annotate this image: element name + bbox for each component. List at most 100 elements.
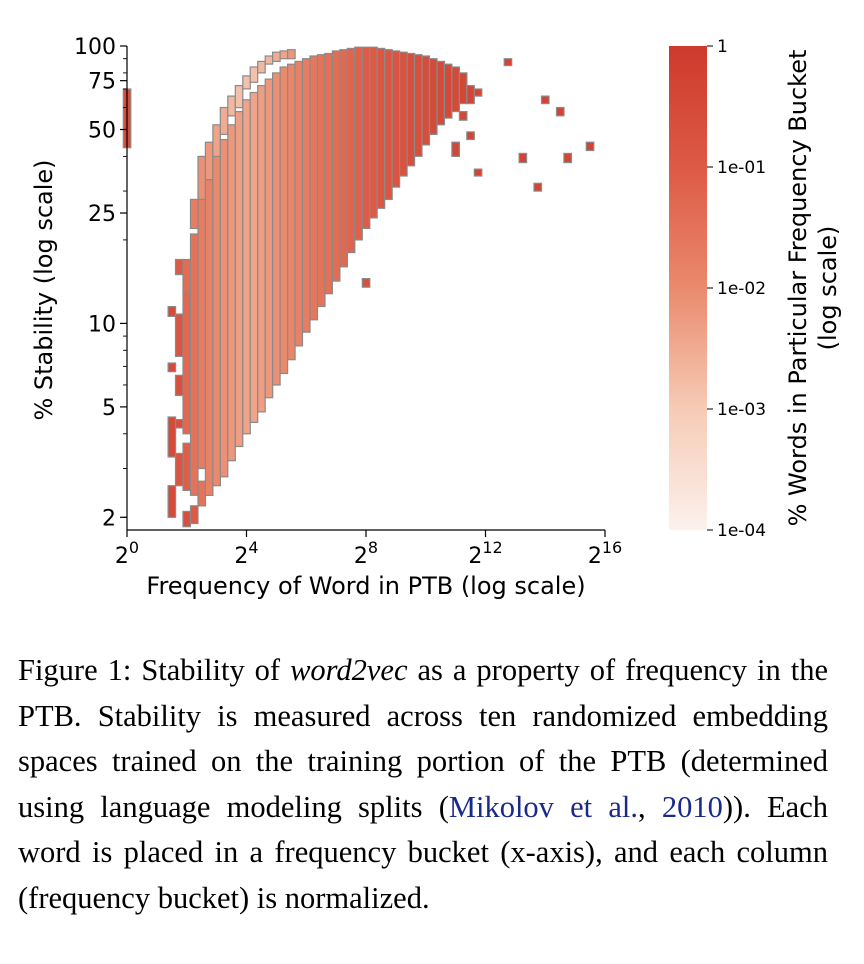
heatmap-cell [257,60,266,74]
y-tick-label: 100 [74,35,116,60]
heatmap-cell [436,60,446,126]
heatmap-cell [219,106,229,135]
heatmap-cell [212,124,221,158]
heatmap-cell [182,442,192,492]
heatmap-cell [182,291,192,435]
citation-authors-link[interactable]: Mikolov et al. [448,789,639,824]
heatmap-cell [443,63,453,119]
heatmap-cell [182,510,192,528]
heatmap-cell [272,72,281,386]
heatmap-cell [204,141,214,181]
citation-year-link[interactable]: 2010 [661,789,723,824]
heatmap-cell [167,416,177,458]
heatmap-cell [413,54,423,157]
heatmap-cell [384,49,393,200]
heatmap-cell [309,55,319,321]
heatmap-cell [324,52,333,295]
colorbar-tick-label: 1e-01 [717,158,766,178]
heatmap-cell [249,91,259,423]
y-tick-label: 75 [88,70,116,95]
heatmap-cell [451,66,460,113]
caption-text-3: )). Each word is placed in a frequency b… [18,789,829,915]
heatmap-cell [518,152,528,164]
x-tick-label: 28 [354,538,378,569]
heatmap-cell [406,52,416,167]
heatmap-cell [563,152,573,164]
heatmap-cell [189,233,199,496]
y-tick-label: 25 [88,202,116,227]
heatmap-cell [503,58,513,67]
x-tick-label: 212 [468,538,502,569]
heatmap-cell [555,106,565,117]
caption-citation-separator: , [638,789,662,824]
heatmap-cell [167,362,177,373]
x-axis-title: Frequency of Word in PTB (log scale) [146,572,585,600]
heatmap-cell [174,258,184,276]
x-tick-label: 20 [115,538,139,569]
heatmap-cell [212,155,221,487]
heatmap-cell [331,50,341,282]
y-tick-label: 50 [88,119,116,144]
heatmap-cell [279,66,289,375]
heatmap-cell [174,374,184,396]
caption-text-2: as a property of frequency in the PTB. S… [18,653,828,824]
heatmap-cell [249,66,259,83]
heatmap-cell [458,110,468,121]
heatmap-cell [458,72,468,105]
colorbar-tick-label: 1e-03 [717,400,766,420]
caption-text-1: Figure 1: Stability of [18,653,291,687]
heatmap-cell [167,306,177,318]
figure-caption: Figure 1: Stability of word2vec as a pro… [18,648,828,921]
heatmap-cell [540,95,550,105]
heatmap-cell [197,155,207,200]
heatmap-cells [122,46,595,528]
heatmap-cell [279,50,289,60]
heatmap-cell [189,198,199,230]
heatmap-cell [227,95,236,117]
heatmap-cell [287,49,296,60]
heatmap-cell [473,168,483,177]
heatmap-cell [421,55,431,146]
heatmap-cell [428,58,438,135]
heatmap-cell [316,54,326,308]
heatmap-cell [451,141,460,157]
heatmap-cell [174,313,184,358]
heatmap-cell [204,179,214,496]
heatmap-cell [346,47,356,254]
heatmap-cell [257,84,266,413]
heatmap-cell [339,49,348,268]
heatmap-cell [369,46,378,219]
colorbar-tick-label: 1e-04 [717,521,766,541]
x-axis-ticks: 20 24 28 212 216 [115,530,622,569]
heatmap-cell [264,78,274,399]
heatmap-cell [197,480,207,507]
x-tick-label: 216 [588,538,622,569]
y-tick-label: 2 [102,506,116,531]
heatmap-cell [376,47,386,209]
heatmap-cell [287,63,296,361]
heatmap-cell [533,182,543,192]
heatmap-cell [182,258,192,293]
heatmap-cell [354,46,363,241]
heatmap-cell [227,124,236,462]
stability-heatmap-figure: 100 75 50 25 10 5 2 20 24 28 212 216 Frequency of … [30,35,842,600]
heatmap-cell [242,75,251,90]
heatmap-cell [301,58,311,333]
heatmap-cell [294,60,304,347]
heatmap-cell [466,84,475,105]
heatmap-cell [361,278,371,288]
heatmap-cell [391,50,401,188]
y-axis-ticks: 100 75 50 25 10 5 2 [74,35,127,531]
colorbar-tick-label: 1e-02 [717,279,766,299]
heatmap-cell [264,55,274,65]
heatmap-cell [174,452,184,487]
colorbar-tick-label: 1 [717,37,728,57]
heatmap-cell [242,99,251,435]
caption-word2vec: word2vec [290,653,408,687]
heatmap-cell [272,51,281,63]
colorbar-label-line2: (log scale) [814,226,842,351]
heatmap-cell [399,51,408,177]
heatmap-cell [234,110,244,448]
y-tick-label: 10 [88,312,116,337]
colorbar-label-line1: % Words in Particular Frequency Bucket [784,50,812,527]
